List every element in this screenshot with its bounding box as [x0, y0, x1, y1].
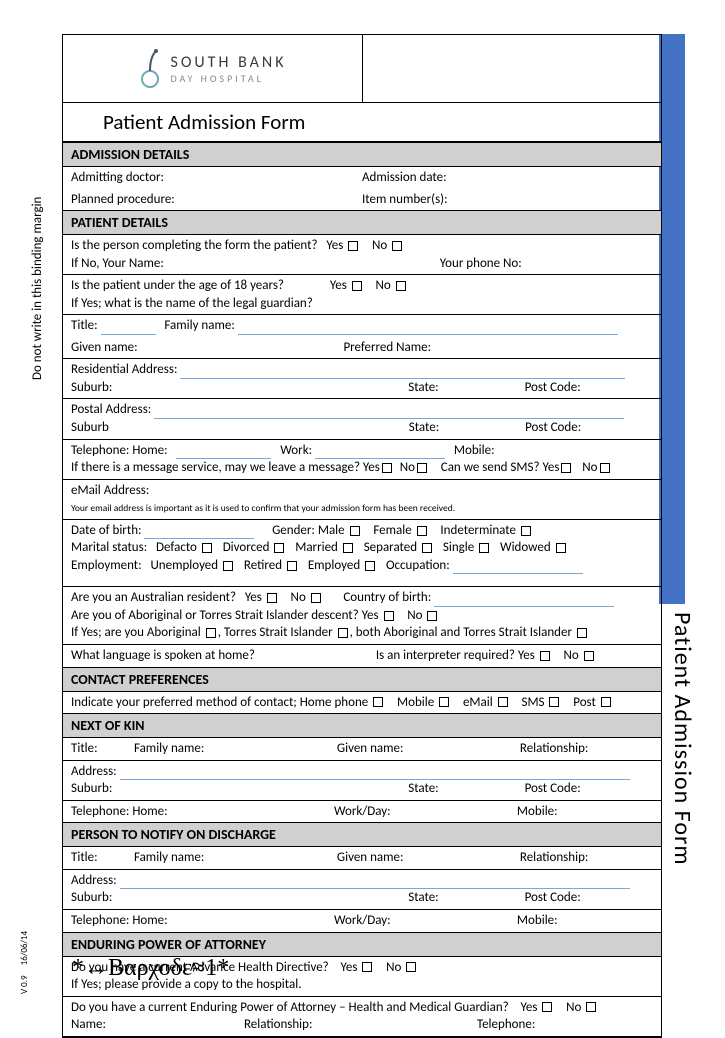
checkbox-poa-yes[interactable] — [542, 1002, 552, 1012]
checkbox-no[interactable] — [396, 281, 406, 291]
row-telephone: Telephone: Home: Work: Mobile: If there … — [63, 440, 661, 480]
label-your-phone: Your phone No: — [440, 256, 522, 271]
label-planned-procedure: Planned procedure: — [71, 191, 362, 209]
row-kin-name: Title: Family name: Given name: Relation… — [63, 738, 661, 761]
checkbox-sms-no[interactable] — [600, 463, 610, 473]
row-planned-procedure: Planned procedure: Item number(s): — [63, 189, 661, 212]
row-dob-gender-marital: Date of birth: Gender: Male Female Indet… — [63, 520, 661, 588]
label-admission-date: Admission date: — [362, 169, 653, 187]
checkbox-employed[interactable] — [365, 561, 375, 571]
form-title: Patient Admission Form — [63, 103, 661, 143]
checkbox-aus-yes[interactable] — [267, 593, 277, 603]
checkbox-interp-yes[interactable] — [540, 651, 550, 661]
input-discharge-address[interactable] — [120, 876, 630, 889]
checkbox-male[interactable] — [350, 526, 360, 536]
checkbox-yes[interactable] — [352, 281, 362, 291]
q-completing-patient: Is the person completing the form the pa… — [71, 238, 318, 253]
label-if-no-name: If No, Your Name: — [71, 256, 164, 271]
row-title-family: Title: Family name: — [63, 315, 661, 337]
section-kin-header: NEXT OF KIN — [63, 714, 661, 738]
footer-date: 16/06/14 — [19, 931, 30, 965]
checkbox-email[interactable] — [498, 697, 508, 707]
logo-cell: SOUTH BANK DAY HOSPITAL — [63, 35, 362, 103]
q-under-18: Is the patient under the age of 18 years… — [71, 278, 284, 293]
row-email: eMail Address: Your email address is imp… — [63, 480, 661, 520]
row-kin-tel: Telephone: Home: Work/Day: Mobile: — [63, 801, 661, 824]
right-margin-title: Patient Admission Form — [668, 612, 697, 866]
section-admission-header: ADMISSION DETAILS — [63, 143, 661, 167]
checkbox-sms-yes[interactable] — [561, 463, 571, 473]
label-admitting-doctor: Admitting doctor: — [71, 169, 362, 187]
checkbox-unemployed[interactable] — [223, 561, 233, 571]
hospital-logo-icon — [138, 49, 162, 89]
footer-version: V 0.9 — [19, 975, 30, 994]
row-language: What language is spoken at home? Is an i… — [63, 645, 661, 668]
logo-sub-text: DAY HOSPITAL — [170, 72, 286, 85]
logo-main-text: SOUTH BANK — [170, 53, 286, 72]
checkbox-defacto[interactable] — [202, 543, 212, 553]
checkbox-retired[interactable] — [287, 561, 297, 571]
row-completing-patient: Is the person completing the form the pa… — [63, 235, 661, 275]
row-admitting-doctor: Admitting doctor: Admission date: — [63, 167, 661, 189]
row-res-address: Residential Address: Suburb: State: Post… — [63, 359, 661, 399]
checkbox-atsi-yes[interactable] — [384, 611, 394, 621]
row-kin-address: Address: Suburb: State: Post Code: — [63, 761, 661, 801]
input-family-name[interactable] — [238, 322, 618, 335]
input-title[interactable] — [101, 322, 156, 335]
section-discharge-header: PERSON TO NOTIFY ON DISCHARGE — [63, 823, 661, 847]
checkbox-single[interactable] — [479, 543, 489, 553]
input-tel-home[interactable] — [176, 446, 271, 459]
row-under-18: Is the patient under the age of 18 years… — [63, 275, 661, 315]
row-poa-guardian: Do you have a current Enduring Power of … — [63, 997, 661, 1037]
section-patient-header: PATIENT DETAILS — [63, 211, 661, 235]
input-dob[interactable] — [144, 526, 254, 539]
row-aus-resident: Are you an Australian resident? Yes No C… — [63, 587, 661, 645]
row-contact-pref: Indicate your preferred method of contac… — [63, 692, 661, 715]
checkbox-post[interactable] — [601, 697, 611, 707]
checkbox-yes[interactable] — [348, 241, 358, 251]
input-kin-address[interactable] — [120, 767, 630, 780]
checkbox-both[interactable] — [577, 628, 587, 638]
checkbox-interp-no[interactable] — [584, 651, 594, 661]
checkbox-mobile[interactable] — [439, 697, 449, 707]
checkbox-sms[interactable] — [549, 697, 559, 707]
checkbox-homephone[interactable] — [373, 697, 383, 707]
input-postal-address[interactable] — [154, 406, 624, 419]
checkbox-atsi-no[interactable] — [427, 611, 437, 621]
checkbox-no[interactable] — [392, 241, 402, 251]
row-discharge-address: Address: Suburb: State: Post Code: — [63, 870, 661, 910]
row-discharge-name: Title: Family name: Given name: Relation… — [63, 847, 661, 870]
checkbox-widowed[interactable] — [556, 543, 566, 553]
checkbox-divorced[interactable] — [274, 543, 284, 553]
logo-right-cell — [362, 35, 661, 103]
checkbox-tsi[interactable] — [338, 628, 348, 638]
row-discharge-tel: Telephone: Home: Work/Day: Mobile: — [63, 910, 661, 933]
checkbox-married[interactable] — [343, 543, 353, 553]
row-given-preferred: Given name: Preferred Name: — [63, 337, 661, 360]
checkbox-separated[interactable] — [422, 543, 432, 553]
form-page: SOUTH BANK DAY HOSPITAL Patient Admissio… — [62, 34, 662, 1038]
checkbox-poa-no[interactable] — [586, 1002, 596, 1012]
footer-meta: V 0.9 16/06/14 — [19, 931, 30, 994]
left-margin-note: Do not write in this binding margin — [30, 197, 45, 380]
email-note: Your email address is important as it is… — [71, 502, 455, 514]
checkbox-msg-no[interactable] — [417, 463, 427, 473]
barcode-text: *↔Βαρχοδε≈1* — [62, 947, 662, 990]
barcode-area: *↔Βαρχοδε≈1* — [62, 947, 662, 990]
checkbox-msg-yes[interactable] — [382, 463, 392, 473]
input-res-address[interactable] — [180, 366, 625, 379]
q-guardian: If Yes; what is the name of the legal gu… — [71, 296, 313, 311]
row-postal-address: Postal Address: Suburb State: Post Code: — [63, 399, 661, 439]
section-contact-header: CONTACT PREFERENCES — [63, 668, 661, 692]
checkbox-female[interactable] — [417, 526, 427, 536]
input-tel-work[interactable] — [315, 446, 445, 459]
checkbox-aboriginal[interactable] — [206, 628, 216, 638]
label-item-numbers: Item number(s): — [362, 191, 653, 209]
checkbox-aus-no[interactable] — [311, 593, 321, 603]
input-country-birth[interactable] — [434, 594, 614, 607]
input-occupation[interactable] — [453, 561, 583, 574]
checkbox-indeterminate[interactable] — [521, 526, 531, 536]
blue-binding-stripe — [659, 34, 685, 604]
